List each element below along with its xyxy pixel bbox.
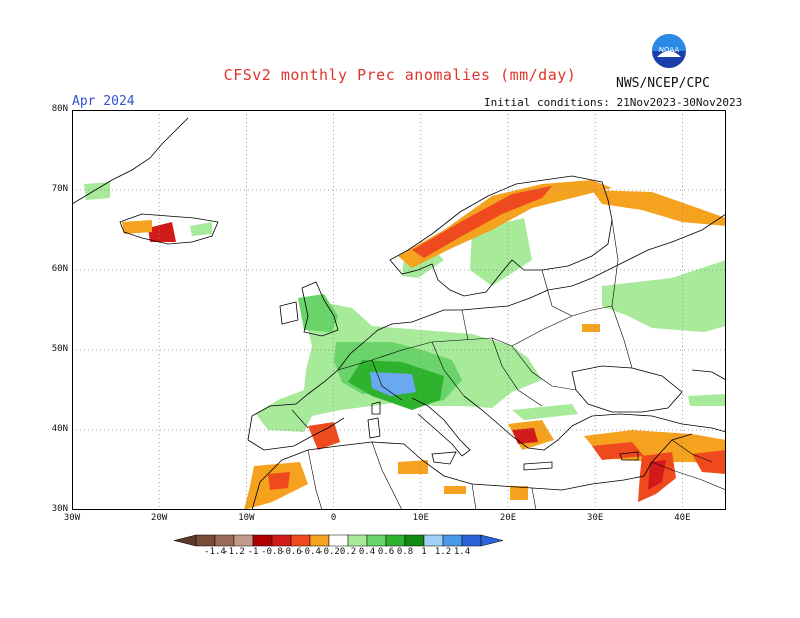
positive-anomaly-greenland — [84, 182, 110, 200]
lon-tick-label: 40E — [674, 513, 691, 523]
negative-anomaly-egypt — [510, 486, 528, 500]
negative-anomaly-iraq — [692, 450, 726, 474]
colorbar-box — [366, 534, 387, 547]
colorbar-tick-label: 0.8 — [396, 547, 414, 557]
colorbar-box — [347, 534, 368, 547]
colorbar-box — [461, 534, 482, 547]
colorbar-box — [233, 534, 254, 547]
colorbar-tick-label: -0.6 — [280, 547, 302, 557]
positive-anomaly-iceland — [190, 222, 212, 236]
colorbar-box — [214, 534, 235, 547]
anomaly-map — [72, 110, 726, 510]
negative-anomaly-north-russia — [592, 190, 726, 226]
coast-ireland — [279, 301, 299, 325]
noaa-logo-icon: NOAA — [651, 33, 687, 73]
colorbar-box — [328, 534, 349, 547]
colorbar-tick-label: 0.6 — [377, 547, 395, 557]
negative-anomaly-libya — [444, 486, 466, 494]
coast-cyprus — [619, 451, 639, 461]
strong-negative-cyprus — [592, 442, 644, 460]
strong-negative-norway — [412, 186, 552, 258]
negative-anomaly-iberia — [308, 422, 340, 450]
negative-anomaly-iceland-light — [122, 220, 152, 234]
colorbar-tick-label: -1 — [247, 547, 259, 557]
forecast-month: Apr 2024 — [72, 94, 135, 109]
coast-uk — [301, 281, 339, 337]
coast-italy — [411, 397, 471, 457]
colorbar-tick-label: 1.2 — [434, 547, 452, 557]
coast-continent — [251, 213, 726, 417]
lat-tick-label: 70N — [51, 184, 68, 194]
colorbar-tick-label: -0.2 — [318, 547, 340, 557]
coast-balkans — [463, 395, 726, 451]
lon-tick-label: 10W — [238, 513, 255, 523]
map-frame — [72, 110, 726, 510]
colorbar-box — [385, 534, 406, 547]
negative-anomaly-norway-coast — [398, 180, 612, 268]
coast-sardinia — [367, 417, 381, 439]
lat-tick-label: 40N — [51, 424, 68, 434]
colorbar-tick-label: -1.4 — [204, 547, 226, 557]
colorbar — [173, 534, 504, 547]
anomaly-shading — [84, 180, 726, 510]
colorbar-box — [404, 534, 425, 547]
chart-title: CFSv2 monthly Prec anomalies (mm/day) — [223, 66, 577, 84]
colorbar-tick-label: 1 — [421, 547, 427, 557]
coast-sicily — [431, 451, 457, 465]
colorbar-max-arrow — [480, 534, 504, 547]
coast-greenland — [72, 117, 189, 205]
coast-caspian — [691, 369, 726, 381]
colorbar-box — [290, 534, 311, 547]
colorbar-tick-label: 1.4 — [453, 547, 471, 557]
colorbar-tick-label: -1.2 — [223, 547, 245, 557]
lon-tick-label: 20W — [151, 513, 168, 523]
positive-anomaly-uk — [298, 294, 338, 332]
map-svg — [72, 110, 726, 510]
colorbar-box — [271, 534, 292, 547]
colorbar-box — [252, 534, 273, 547]
negative-anomaly-morocco-dark — [268, 472, 290, 490]
negative-anomaly-iceland — [148, 222, 176, 242]
colorbar-box — [423, 534, 444, 547]
lat-tick-label: 30N — [51, 504, 68, 514]
colorbar-box — [309, 534, 330, 547]
positive-anomaly-caucasus — [688, 394, 726, 406]
colorbar-tick-label: 0.4 — [358, 547, 376, 557]
colorbar-box — [442, 534, 463, 547]
coast-scandinavia — [389, 175, 613, 297]
strong-negative-greece — [512, 428, 538, 444]
coast-iberia — [247, 415, 345, 451]
initial-conditions: Initial conditions: 21Nov2023-30Nov2023 — [484, 96, 743, 109]
positive-anomaly-balkans — [512, 404, 578, 420]
positive-anomaly-russia — [602, 260, 726, 332]
colorbar-tick-label: -0.8 — [261, 547, 283, 557]
strong-negative-levant-dark — [648, 460, 666, 490]
positive-anomaly-scandinavia — [470, 218, 532, 286]
coast-black-sea — [571, 365, 683, 413]
colorbar-tick-label: 0.2 — [339, 547, 357, 557]
country-borders — [291, 219, 726, 510]
lon-tick-label: 10E — [412, 513, 429, 523]
coast-crete — [523, 461, 553, 471]
lat-tick-label: 80N — [51, 104, 68, 114]
lon-tick-label: 20E — [499, 513, 517, 523]
lat-tick-label: 60N — [51, 264, 68, 274]
agency-label: NWS/NCEP/CPC — [616, 76, 710, 91]
lat-lon-gridlines — [72, 110, 726, 510]
lon-tick-label: 0 — [330, 513, 337, 523]
blue-anomaly-alps — [370, 372, 416, 396]
lon-tick-label: 30E — [587, 513, 604, 523]
coast-corsica — [371, 401, 381, 415]
lat-tick-label: 50N — [51, 344, 68, 354]
svg-text:NOAA: NOAA — [659, 46, 680, 54]
colorbar-tick-label: -0.4 — [299, 547, 321, 557]
colorbar-min-arrow — [173, 534, 197, 547]
lon-tick-label: 30W — [63, 513, 81, 523]
coast-iceland — [119, 213, 219, 245]
colorbar-box — [195, 534, 216, 547]
